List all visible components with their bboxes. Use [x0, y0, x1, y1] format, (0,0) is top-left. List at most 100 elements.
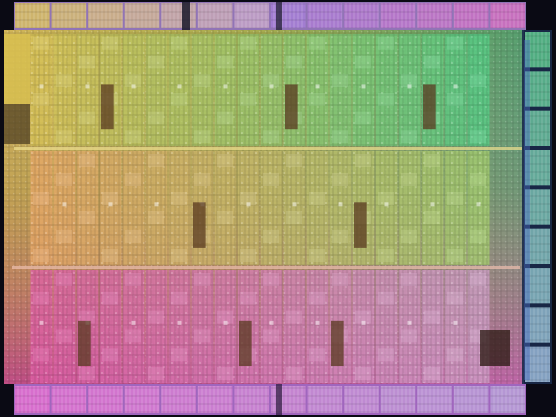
core-subblock	[79, 367, 95, 380]
core-mark	[85, 84, 90, 89]
bottom-io-texture	[197, 386, 233, 413]
core-column-texture	[53, 270, 76, 383]
core-subblock	[56, 173, 72, 186]
core-column-texture	[375, 151, 398, 265]
core-column-texture	[214, 151, 237, 265]
core-subblock	[378, 93, 394, 106]
core-subblock	[401, 273, 417, 286]
core-column-texture	[352, 270, 375, 383]
core-mark	[453, 84, 458, 89]
core-mark	[131, 320, 136, 325]
core-subblock	[447, 249, 463, 262]
core-subblock	[33, 192, 49, 205]
core-column-texture	[122, 151, 145, 265]
core-column-texture	[444, 270, 467, 383]
core-subblock	[194, 130, 210, 143]
top-io-texture	[307, 3, 343, 28]
core-subblock	[447, 348, 463, 362]
core-subblock	[378, 192, 394, 205]
core-subblock	[148, 154, 164, 167]
core-subblock	[125, 230, 141, 243]
core-subblock	[148, 310, 164, 324]
core-subblock	[194, 329, 210, 343]
core-subblock	[447, 192, 463, 205]
core-subblock	[309, 291, 325, 305]
bus-line-upper	[14, 147, 522, 150]
core-mark	[39, 84, 44, 89]
core-subblock	[217, 310, 233, 324]
right-io-texture	[525, 228, 550, 264]
cache-block	[239, 320, 252, 367]
core-subblock	[332, 273, 348, 286]
core-subblock	[286, 310, 302, 324]
core-mark	[292, 202, 297, 207]
bottom-io-texture	[307, 386, 343, 413]
core-column-texture	[329, 151, 352, 265]
core-subblock	[424, 367, 440, 380]
core-column-texture	[168, 34, 191, 146]
core-column-texture	[283, 151, 306, 265]
core-column-texture	[306, 270, 329, 383]
core-subblock	[355, 111, 371, 125]
top-io-marker	[182, 2, 190, 30]
core-subblock	[194, 273, 210, 286]
core-subblock	[240, 291, 256, 305]
core-column-texture	[30, 151, 53, 265]
core-column-texture	[30, 270, 53, 383]
bottom-io-texture	[380, 386, 416, 413]
core-subblock	[424, 211, 440, 224]
core-subblock	[125, 173, 141, 186]
core-column-texture	[260, 270, 283, 383]
cache-block	[101, 84, 114, 130]
core-column-texture	[191, 34, 214, 146]
bottom-io-texture	[88, 386, 123, 413]
core-subblock	[332, 74, 348, 87]
core-subblock	[79, 310, 95, 324]
core-subblock	[470, 74, 486, 87]
top-io-texture	[161, 3, 196, 28]
core-subblock	[194, 74, 210, 87]
core-subblock	[33, 348, 49, 362]
right-io-texture	[525, 189, 550, 225]
core-mark	[223, 84, 228, 89]
core-subblock	[424, 310, 440, 324]
core-subblock	[171, 192, 187, 205]
core-subblock	[148, 211, 164, 224]
cache-block	[354, 202, 367, 248]
top-io-texture	[344, 3, 379, 28]
core-subblock	[217, 154, 233, 167]
core-subblock	[309, 93, 325, 106]
core-subblock	[332, 230, 348, 243]
core-column-texture	[421, 270, 444, 383]
core-subblock	[217, 111, 233, 125]
core-subblock	[102, 37, 118, 50]
right-io-texture	[525, 307, 550, 343]
core-subblock	[56, 273, 72, 286]
cache-block	[193, 202, 206, 248]
core-column-texture	[260, 151, 283, 265]
core-subblock	[263, 173, 279, 186]
core-subblock	[56, 130, 72, 143]
core-subblock	[171, 348, 187, 362]
core-subblock	[447, 37, 463, 50]
core-column-texture	[214, 34, 237, 146]
core-column-texture	[352, 34, 375, 146]
core-column-texture	[76, 34, 99, 146]
core-column-texture	[53, 151, 76, 265]
left-edge-block	[4, 34, 30, 104]
core-subblock	[286, 211, 302, 224]
core-subblock	[217, 55, 233, 69]
dark-cache-block	[480, 330, 510, 366]
core-subblock	[286, 154, 302, 167]
core-mark	[131, 84, 136, 89]
core-subblock	[424, 55, 440, 69]
core-subblock	[401, 173, 417, 186]
core-subblock	[355, 55, 371, 69]
core-subblock	[79, 154, 95, 167]
core-subblock	[217, 211, 233, 224]
core-subblock	[240, 37, 256, 50]
core-column-texture	[398, 270, 421, 383]
core-column-texture	[444, 151, 467, 265]
top-io-texture	[380, 3, 416, 28]
